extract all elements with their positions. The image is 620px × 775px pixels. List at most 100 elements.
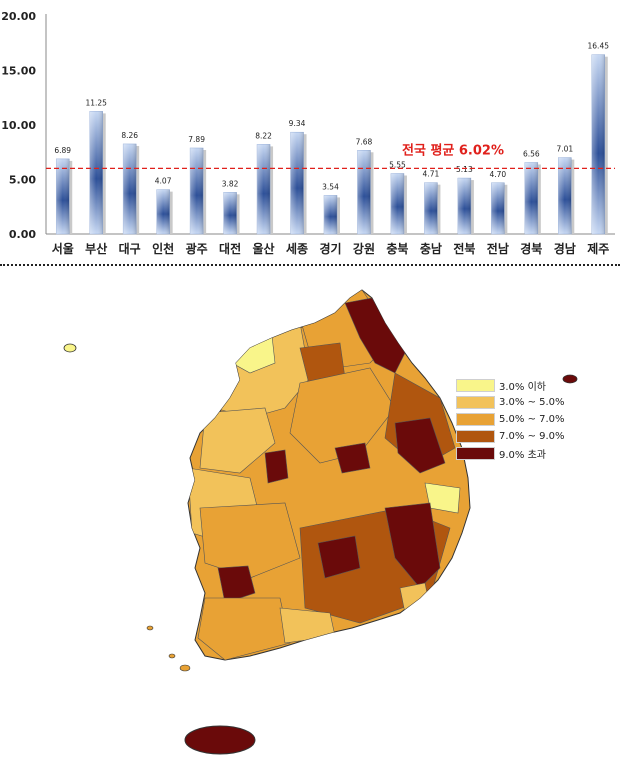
legend-label: 7.0% ~ 9.0%	[499, 431, 565, 442]
y-tick-labels: 0.00 5.00 10.00 15.00 20.00	[1, 10, 36, 241]
region-gyeongbuk-west-hot	[334, 442, 371, 474]
y-tick-label: 15.00	[1, 65, 36, 78]
y-tick-label: 20.00	[1, 10, 36, 23]
bar-highlight	[156, 189, 170, 234]
value-label: 4.71	[423, 170, 440, 179]
category-label: 울산	[253, 241, 275, 256]
bar-highlight	[357, 150, 371, 234]
bar-highlight	[257, 144, 271, 234]
legend-swatch	[456, 413, 495, 426]
bar-highlight	[591, 54, 605, 234]
island-jeju	[184, 725, 256, 755]
legend-label: 9.0% 초과	[499, 450, 546, 461]
average-label: 전국 평균 6.02%	[402, 142, 504, 158]
legend-swatch	[456, 447, 495, 460]
category-labels: 서울 부산 대구 인천 광주 대전 울산 세종 경기 강원 충북 충남 전북 전남 경북 경남 제주	[52, 241, 610, 256]
bar-highlight	[190, 147, 204, 234]
bar-highlight	[457, 178, 471, 234]
category-label: 충북	[386, 241, 408, 256]
bar-chart-svg: 0.00 5.00 10.00 15.00 20.00 6.89 11.25 8.26 4.0…	[1, 10, 615, 256]
value-label: 11.25	[85, 98, 107, 107]
bar-highlight	[324, 195, 337, 234]
legend-swatch	[456, 396, 495, 409]
category-label: 세종	[286, 241, 308, 256]
category-label: 제주	[587, 242, 609, 256]
value-label: 7.01	[556, 145, 573, 154]
choropleth-map	[0, 268, 620, 771]
legend-item: 3.0% 이하	[456, 377, 566, 394]
category-label: 경남	[554, 241, 576, 256]
category-label: 전남	[487, 241, 509, 256]
island-small-2	[168, 653, 176, 659]
value-label: 9.34	[289, 119, 306, 128]
y-tick-label: 0.00	[9, 228, 36, 241]
value-label: 6.89	[54, 146, 71, 155]
region-gyeongbuk-east	[424, 482, 461, 514]
island-ulleung	[562, 374, 578, 384]
category-label: 인천	[152, 241, 174, 256]
legend-swatch	[456, 379, 495, 392]
bar-highlight	[56, 158, 70, 234]
category-label: 강원	[353, 242, 375, 256]
category-label: 광주	[186, 241, 208, 256]
value-label: 8.22	[255, 131, 272, 140]
bar-highlight	[223, 192, 237, 234]
legend-item: 7.0% ~ 9.0%	[456, 428, 566, 445]
value-label: 8.26	[121, 131, 138, 140]
legend-label: 3.0% ~ 5.0%	[499, 397, 565, 408]
region-jeonnam-south	[197, 597, 291, 660]
region-jeonnam-hot	[217, 565, 256, 604]
value-label: 5.13	[456, 165, 473, 174]
region-gyeonggi-south	[199, 407, 276, 474]
bar-highlight	[524, 162, 538, 234]
bar-highlight	[89, 111, 103, 234]
value-label: 3.82	[222, 179, 239, 188]
value-label: 6.56	[523, 149, 540, 158]
value-label: 16.45	[588, 42, 610, 51]
region-gyeongnam-hot-west	[317, 535, 361, 579]
legend-item: 9.0% 초과	[456, 445, 566, 462]
category-label: 충남	[420, 241, 442, 256]
bar-chart: 0.00 5.00 10.00 15.00 20.00 6.89 11.25 8.26 4.0…	[0, 0, 620, 262]
value-label: 7.68	[356, 137, 373, 146]
category-label: 경북	[520, 242, 542, 256]
value-label: 7.89	[188, 135, 205, 144]
category-label: 전북	[453, 241, 475, 256]
bar-highlight	[424, 182, 438, 234]
category-label: 대전	[219, 241, 241, 256]
category-label: 부산	[85, 241, 107, 256]
bar-highlight	[290, 132, 304, 234]
legend-item: 3.0% ~ 5.0%	[456, 394, 566, 411]
legend-item: 5.0% ~ 7.0%	[456, 411, 566, 428]
y-tick-label: 5.00	[9, 174, 36, 187]
bars	[55, 54, 608, 235]
category-label: 경기	[319, 241, 341, 256]
region-chungnam-hot	[264, 449, 289, 484]
bar-highlight	[491, 182, 505, 234]
value-label: 5.55	[389, 161, 406, 170]
korea-map	[63, 289, 578, 755]
region-gyeongbuk-hot	[394, 417, 446, 474]
legend-swatch	[456, 430, 495, 443]
island-small-1	[179, 664, 191, 672]
value-labels: 6.89 11.25 8.26 4.07 7.89 3.82 8.22 9.34 3.54 7.6…	[54, 42, 609, 192]
bar-highlight	[390, 173, 404, 234]
value-label: 4.07	[155, 177, 172, 186]
legend-label: 5.0% ~ 7.0%	[499, 414, 565, 425]
legend-label: 3.0% 이하	[499, 382, 546, 393]
region-gyeongnam-hot-east	[384, 502, 441, 589]
region-jeonbuk	[199, 502, 301, 579]
category-label: 서울	[52, 241, 74, 256]
value-label: 3.54	[322, 182, 339, 191]
region-busan-area	[399, 582, 431, 614]
map-regions	[188, 290, 461, 660]
value-label: 4.70	[490, 170, 507, 179]
island-small-3	[146, 625, 154, 631]
map-legend: 3.0% 이하 3.0% ~ 5.0% 5.0% ~ 7.0% 7.0% ~ 9.0%…	[456, 377, 566, 462]
region-south-coast	[279, 607, 336, 644]
island-baengnyeong	[63, 343, 77, 353]
bar-highlight	[558, 157, 572, 234]
bar-highlight	[123, 143, 137, 234]
panel-divider	[0, 264, 620, 266]
category-label: 대구	[119, 242, 141, 256]
